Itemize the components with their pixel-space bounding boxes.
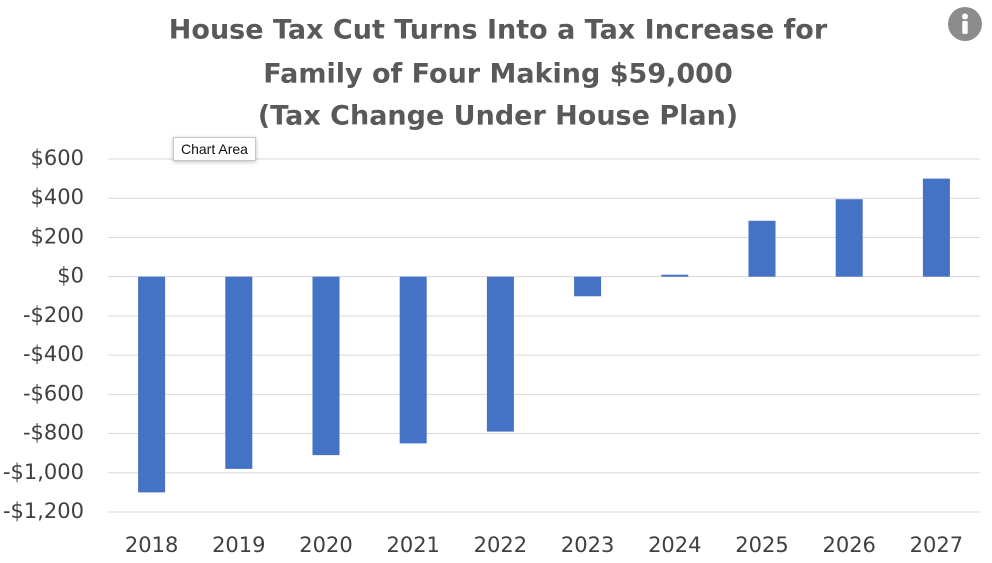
info-icon — [962, 13, 968, 34]
info-button[interactable] — [948, 7, 982, 41]
x-axis-ticks: 2018 2019 2020 2021 2022 2023 2024 2025 2026 2027 — [125, 533, 963, 557]
bar-2020 — [312, 276, 340, 456]
bar-2019 — [225, 276, 253, 469]
x-tick-label: 2021 — [386, 533, 439, 557]
bar-2026 — [835, 199, 863, 277]
x-tick-label: 2023 — [561, 533, 614, 557]
y-tick-label: -$1,000 — [3, 460, 84, 484]
x-tick-label: 2018 — [125, 533, 178, 557]
y-tick-label: -$1,200 — [3, 499, 84, 523]
x-tick-label: 2020 — [299, 533, 352, 557]
bar-2024 — [661, 274, 689, 277]
x-tick-label: 2019 — [212, 533, 265, 557]
y-tick-label: -$800 — [23, 421, 84, 445]
y-tick-label: $400 — [31, 185, 84, 209]
y-tick-label: $600 — [31, 146, 84, 170]
bar-2022 — [486, 276, 514, 432]
x-tick-label: 2027 — [910, 533, 963, 557]
chart-title-line-1: House Tax Cut Turns Into a Tax Increase … — [169, 15, 828, 46]
x-tick-label: 2022 — [474, 533, 527, 557]
bar-2023 — [574, 276, 602, 297]
x-tick-label: 2024 — [648, 533, 701, 557]
chart-title-line-2: Family of Four Making $59,000 — [263, 59, 732, 90]
chart-title-line-3: (Tax Change Under House Plan) — [258, 101, 738, 132]
bars — [138, 178, 950, 493]
bar-2021 — [399, 276, 427, 444]
bar-2025 — [748, 220, 776, 277]
y-tick-label: -$400 — [23, 342, 84, 366]
y-tick-label: $0 — [57, 264, 84, 288]
chart-area-tooltip: Chart Area — [173, 137, 256, 161]
y-tick-label: -$200 — [23, 303, 84, 327]
gridlines — [108, 158, 980, 513]
x-tick-label: 2026 — [822, 533, 875, 557]
x-tick-label: 2025 — [735, 533, 788, 557]
chart-title: House Tax Cut Turns Into a Tax Increase … — [169, 15, 828, 132]
bar-2018 — [138, 276, 166, 493]
bar-2027 — [922, 178, 950, 277]
y-axis-ticks: $600 $400 $200 $0 -$200 -$400 -$600 -$800 -$1,00… — [3, 146, 84, 523]
y-tick-label: $200 — [31, 224, 84, 248]
y-tick-label: -$600 — [23, 381, 84, 405]
